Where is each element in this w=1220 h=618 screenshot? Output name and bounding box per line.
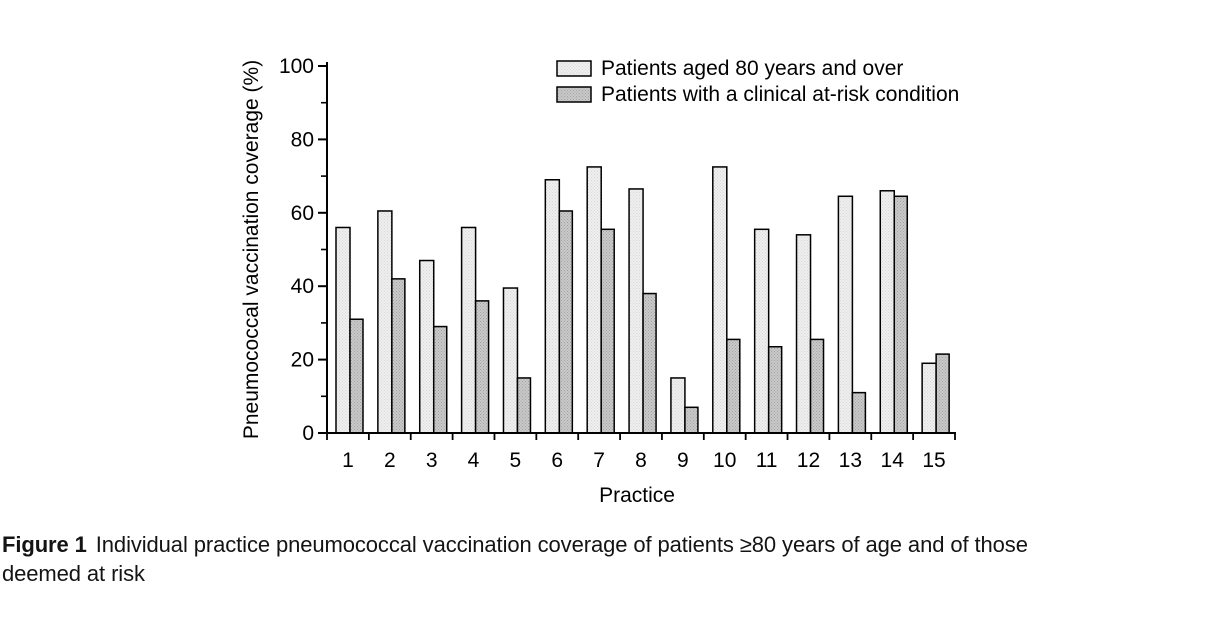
bar-series1-practice-10 — [726, 338, 741, 434]
x-tick-label: 1 — [342, 449, 354, 472]
x-tick-label: 10 — [713, 449, 736, 472]
bar-series1-practice-5 — [516, 377, 532, 434]
bar-series0-practice-10 — [712, 166, 728, 434]
bar-series0-practice-7 — [586, 166, 602, 434]
bar-series0-practice-4 — [460, 226, 477, 434]
x-tick-label: 15 — [922, 449, 945, 472]
bars-layer — [335, 166, 950, 434]
bar-series0-practice-12 — [795, 234, 812, 434]
bar-series1-practice-1 — [349, 318, 364, 434]
bar-series0-practice-1 — [335, 226, 351, 434]
bar-series0-practice-2 — [377, 210, 393, 434]
x-tick-label: 3 — [426, 449, 438, 472]
bar-series1-practice-4 — [474, 300, 490, 434]
y-tick-label: 80 — [291, 128, 314, 151]
bar-series1-practice-9 — [684, 406, 699, 434]
figure-caption: Figure 1 Individual practice pneumococcal… — [2, 530, 1197, 588]
bar-series0-practice-13 — [837, 195, 854, 434]
x-tick-label: 7 — [593, 449, 605, 472]
y-tick-label: 0 — [302, 422, 314, 445]
figure-caption-label: Figure 1 — [2, 532, 87, 557]
y-tick-label: 100 — [279, 55, 314, 78]
y-tick-label: 60 — [291, 202, 314, 225]
x-tick-label: 14 — [881, 449, 905, 472]
legend: Patients aged 80 years and over Patients… — [556, 57, 959, 106]
y-tick-label: 40 — [291, 275, 314, 298]
bar-series0-practice-14 — [879, 190, 896, 434]
legend-label-aged-80: Patients aged 80 years and over — [601, 57, 903, 80]
bar-series0-practice-8 — [628, 188, 644, 434]
bar-series0-practice-15 — [921, 362, 937, 434]
bar-series1-practice-11 — [767, 346, 783, 434]
bar-series1-practice-3 — [432, 325, 448, 434]
bar-series0-practice-6 — [544, 179, 561, 434]
x-tick-label: 2 — [384, 449, 396, 472]
legend-label-at-risk: Patients with a clinical at-risk conditi… — [601, 83, 959, 106]
y-axis-title: Pneumococcal vaccination coverage (%) — [240, 60, 263, 439]
legend-swatch-aged-80 — [556, 60, 592, 77]
figure-caption-line2: deemed at risk — [2, 561, 145, 586]
bar-series0-practice-9 — [670, 377, 686, 434]
x-tick-label: 8 — [635, 449, 647, 472]
bar-series1-practice-2 — [391, 278, 406, 434]
bar-series1-practice-8 — [642, 292, 657, 434]
x-tick-label: 6 — [551, 449, 563, 472]
bar-series1-practice-13 — [851, 391, 867, 434]
bar-series0-practice-11 — [753, 228, 770, 434]
bar-series1-practice-6 — [558, 210, 574, 434]
bar-series0-practice-5 — [502, 287, 519, 434]
bar-series1-practice-14 — [893, 195, 909, 434]
x-tick-label: 9 — [677, 449, 689, 472]
legend-swatch-at-risk — [556, 86, 592, 103]
chart-area: 0 20 40 60 80 100 1 2 3 4 5 6 7 8 9 10 11 12 13 14 15 Pneumo… — [240, 55, 959, 507]
y-tick-label: 20 — [291, 349, 314, 372]
x-tick-label: 5 — [510, 449, 522, 472]
x-tick-label: 4 — [468, 449, 480, 472]
x-tick-label: 13 — [839, 449, 862, 472]
bar-series1-practice-12 — [809, 338, 825, 434]
bar-series1-practice-7 — [600, 228, 615, 434]
x-axis-title: Practice — [599, 484, 675, 507]
x-tick-label: 11 — [756, 449, 778, 472]
figure-caption-line1: Individual practice pneumococcal vaccina… — [95, 532, 1028, 557]
x-tick-label: 12 — [797, 449, 820, 472]
bar-series0-practice-3 — [418, 259, 435, 434]
bar-series1-practice-15 — [935, 353, 950, 434]
